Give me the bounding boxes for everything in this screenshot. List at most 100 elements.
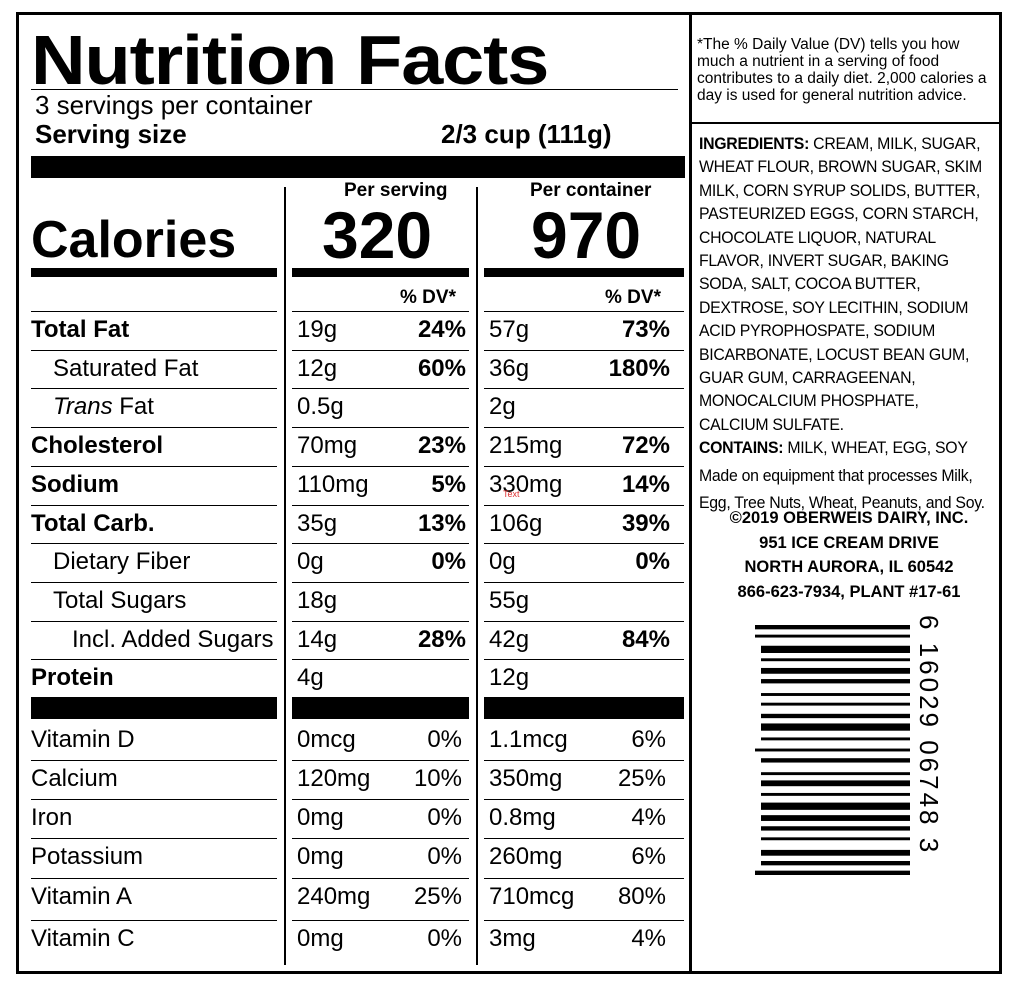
serving-size-label: Serving size [35,119,187,149]
servings-per-container: 3 servings per container [35,90,313,120]
serving-dv: 28% [417,625,466,653]
container-amount: 12g [489,664,530,692]
label-frame [16,12,1002,974]
row-rule [31,311,277,312]
barcode-bar [761,702,910,706]
container-amount: 710mcg [489,883,575,910]
row-rule [292,543,469,545]
barcode-bar [761,837,910,841]
serving-amount: 0g [297,548,324,576]
barcode-bar [761,667,910,674]
vitamin-row: Vitamin C 0mg 0% 3mg 4% [0,920,690,958]
serving-dv: 23% [417,432,466,460]
nutrient-name: Saturated Fat [53,354,199,382]
serving-dv: 0% [427,843,462,870]
row-rule [31,878,277,879]
nutrition-facts-title: Nutrition Facts [31,21,549,99]
barcode-bar [761,679,910,684]
nutrient-name: Cholesterol [31,432,164,460]
serving-amount: 240mg [297,883,371,910]
nutrient-name-italic: Trans [53,393,113,421]
barcode-bar [761,758,910,763]
nutrient-name: Total Sugars [53,586,187,614]
barcode-bar [755,870,910,875]
barcode-bar [761,772,910,776]
row-rule [484,311,684,312]
container-dv: 4% [631,804,666,831]
column-divider-2 [476,187,478,965]
equipment-note: Made on equipment that processes Milk, E… [699,466,985,512]
row-rule [292,465,469,467]
address-line: 866-623-7934, PLANT #17-61 [737,582,961,601]
row-rule [484,878,684,879]
row-rule [484,388,684,390]
nutrient-row: Incl. Added Sugars 14g 28% 42g 84% [0,620,690,659]
nutrient-row: Cholesterol 70mg 23% 215mg 72% [0,427,690,465]
contains-text: MILK, WHEAT, EGG, SOY [783,439,968,458]
row-rule [31,838,277,839]
vitamin-name: Vitamin C [31,925,135,952]
vitamin-name: Vitamin D [31,726,135,753]
vitamin-row: Vitamin A 240mg 25% 710mcg 80% [0,878,690,916]
thick-rule-vit-mid [292,697,469,719]
ingredients-label: INGREDIENTS: [699,135,810,153]
barcode-bar [761,737,910,741]
row-rule [292,659,469,661]
serving-amount: 110mg [297,470,369,498]
serving-amount: 12g [297,354,338,382]
vitamin-name: Potassium [31,843,144,870]
nutrient-name: Total Carb. [31,509,155,537]
row-rule [292,799,469,800]
row-rule [484,659,684,661]
row-rule [484,465,684,467]
barcode-bar [755,634,910,638]
calories-rule-mid [292,268,469,277]
contains-label: CONTAINS: [699,439,784,458]
vitamin-row: Calcium 120mg 10% 350mg 25% [0,760,690,798]
serving-dv: 60% [417,354,466,382]
row-rule [292,504,469,506]
title-rule [31,89,678,90]
container-amount: 350mg [489,765,563,792]
nutrient-name: Sodium [31,470,119,498]
barcode-bar [761,713,910,719]
serving-dv: 0% [431,548,466,576]
nutrient-row: Dietary Fiber 0g 0% 0g 0% [0,543,690,581]
serving-amount: 18g [297,586,338,614]
container-dv: 6% [631,726,666,753]
row-rule [31,543,277,545]
calories-label: Calories [31,211,237,269]
barcode-bar [761,792,910,796]
serving-amount: 0.5g [297,393,344,421]
row-rule [31,349,277,351]
container-amount: 1.1mcg [489,726,568,753]
serving-amount: 35g [297,509,338,537]
container-amount: 260mg [489,843,563,870]
serving-dv: 10% [413,765,462,792]
serving-amount: 0mg [297,804,344,831]
row-rule [484,349,684,351]
row-rule [484,543,684,545]
address-line: NORTH AURORA, IL 60542 [744,558,954,576]
row-rule [292,620,469,622]
serving-dv: 13% [417,509,466,537]
container-amount: 55g [489,586,530,614]
row-rule [31,504,277,506]
vitamin-row: Iron 0mg 0% 0.8mg 4% [0,799,690,837]
barcode-bar [761,693,910,696]
serving-amount: 0mg [297,843,344,870]
row-rule [31,465,277,467]
serving-amount: 70mg [297,432,358,460]
ingredients-text: CREAM, MILK, SUGAR, WHEAT FLOUR, BROWN S… [699,135,982,434]
container-dv: 39% [621,509,670,537]
container-dv: 72% [621,432,670,460]
barcode-bar [761,780,910,787]
ingredients-block: INGREDIENTS: CREAM, MILK, SUGAR, WHEAT F… [699,133,989,517]
container-amount: 42g [489,625,530,653]
container-dv: 14% [621,470,670,498]
per-serving-header: Per serving [344,180,448,201]
row-rule [292,838,469,839]
row-rule [31,659,277,661]
serving-amount: 120mg [297,765,371,792]
barcode-bar [755,625,910,630]
